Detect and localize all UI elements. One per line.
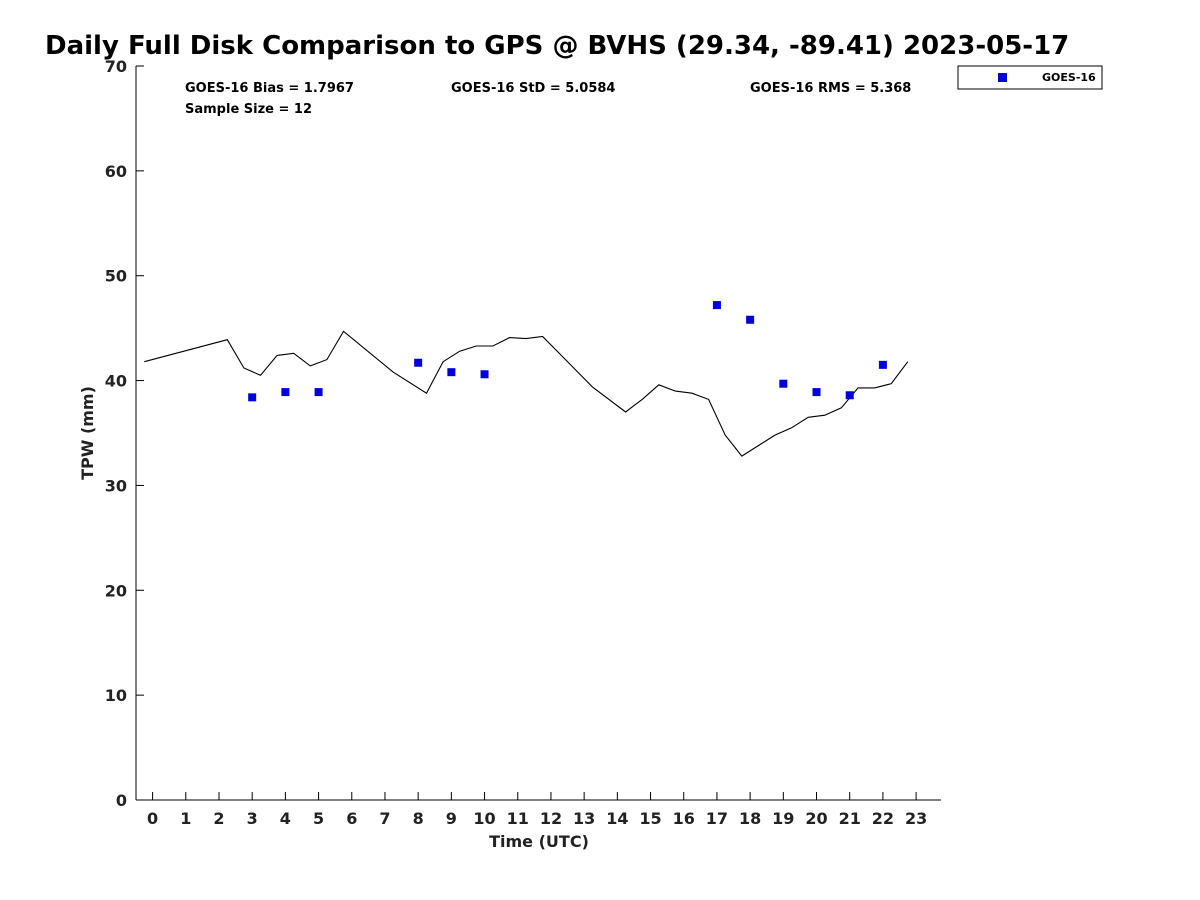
x-tick-label: 23 — [905, 809, 927, 828]
goes16-point — [314, 388, 323, 397]
x-tick-label: 14 — [606, 809, 628, 828]
goes16-point — [779, 379, 788, 388]
y-tick-label: 0 — [116, 791, 127, 810]
x-tick-label: 8 — [413, 809, 424, 828]
y-tick-label: 40 — [105, 372, 127, 391]
goes16-point — [746, 315, 755, 324]
y-tick-label: 30 — [105, 476, 127, 495]
y-tick-label: 70 — [105, 57, 127, 76]
x-tick-label: 15 — [639, 809, 661, 828]
goes16-point — [248, 393, 257, 402]
x-tick-label: 3 — [247, 809, 258, 828]
goes16-point — [281, 388, 290, 397]
x-tick-label: 22 — [872, 809, 894, 828]
goes16-point — [480, 370, 489, 379]
x-tick-label: 12 — [540, 809, 562, 828]
goes16-scatter-series — [248, 301, 887, 402]
y-ticks: 0 10 20 30 40 50 60 70 — [105, 57, 144, 810]
x-tick-label: 18 — [739, 809, 761, 828]
rms-annotation: GOES-16 RMS = 5.368 — [750, 81, 911, 96]
goes16-point — [712, 301, 721, 310]
x-tick-label: 17 — [706, 809, 728, 828]
y-tick-label: 60 — [105, 162, 127, 181]
gps-line-series — [144, 330, 909, 457]
x-tick-label: 6 — [346, 809, 357, 828]
x-tick-label: 9 — [446, 809, 457, 828]
goes16-point — [447, 368, 456, 377]
goes16-point — [414, 358, 423, 367]
chart-title: Daily Full Disk Comparison to GPS @ BVHS… — [45, 31, 1069, 61]
legend: GOES-16 — [957, 65, 1103, 90]
sample-size-annotation: Sample Size = 12 — [185, 102, 312, 117]
x-tick-label: 11 — [507, 809, 529, 828]
x-tick-label: 16 — [673, 809, 695, 828]
goes16-point — [878, 360, 887, 369]
x-tick-label: 21 — [839, 809, 861, 828]
x-tick-label: 7 — [379, 809, 390, 828]
gps-tpw-line — [144, 330, 909, 457]
x-ticks: 0 1 2 3 4 5 6 7 8 9 10 11 12 13 14 15 16 17 18 19 20 21 22 23 — [147, 792, 927, 828]
x-tick-label: 13 — [573, 809, 595, 828]
x-tick-label: 4 — [280, 809, 291, 828]
x-tick-label: 0 — [147, 809, 158, 828]
goes16-point — [845, 391, 854, 400]
legend-box — [957, 65, 1103, 90]
legend-marker-square — [998, 73, 1007, 82]
goes16-point — [812, 388, 821, 397]
y-axis-label: TPW (mm) — [78, 386, 97, 480]
legend-label: GOES-16 — [1042, 71, 1096, 84]
x-tick-label: 1 — [180, 809, 191, 828]
x-tick-label: 20 — [805, 809, 827, 828]
x-axis-label: Time (UTC) — [489, 832, 589, 851]
bias-annotation: GOES-16 Bias = 1.7967 — [185, 81, 354, 96]
x-tick-label: 19 — [772, 809, 794, 828]
y-tick-label: 50 — [105, 267, 127, 286]
y-tick-label: 20 — [105, 581, 127, 600]
std-annotation: GOES-16 StD = 5.0584 — [451, 81, 615, 96]
x-tick-label: 2 — [213, 809, 224, 828]
y-tick-label: 10 — [105, 686, 127, 705]
x-tick-label: 10 — [473, 809, 495, 828]
x-tick-label: 5 — [313, 809, 324, 828]
